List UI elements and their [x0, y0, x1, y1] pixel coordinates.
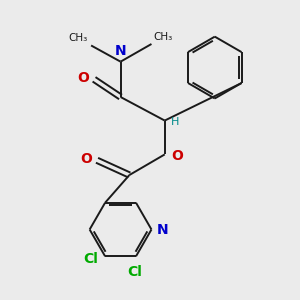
- Text: CH₃: CH₃: [68, 33, 88, 43]
- Text: O: O: [77, 71, 89, 85]
- Text: Cl: Cl: [127, 265, 142, 278]
- Text: O: O: [171, 149, 183, 163]
- Text: N: N: [157, 223, 168, 236]
- Text: Cl: Cl: [83, 252, 98, 266]
- Text: CH₃: CH₃: [154, 32, 173, 42]
- Text: O: O: [80, 152, 92, 166]
- Text: N: N: [115, 44, 126, 58]
- Text: H: H: [171, 117, 180, 127]
